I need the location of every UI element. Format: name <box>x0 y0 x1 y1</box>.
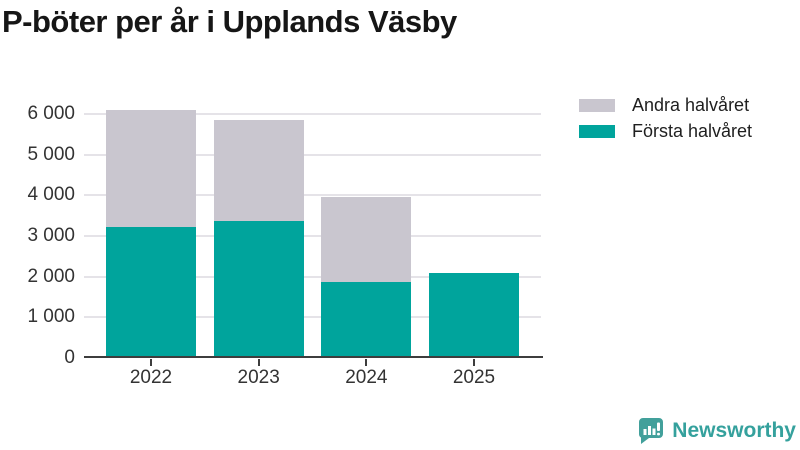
chart-legend: Andra halvåret Första halvåret <box>579 92 752 144</box>
legend-item-forsta-halvaret: Första halvåret <box>579 118 752 144</box>
y-tick-label-5000: 5 000 <box>27 143 75 165</box>
x-tick-mark-2023 <box>257 359 260 366</box>
x-tick-mark-2024 <box>365 359 368 366</box>
x-tick-label-2025: 2025 <box>452 367 496 388</box>
y-tick-label-1000: 1 000 <box>27 306 75 328</box>
legend-swatch-forsta <box>579 124 615 138</box>
bar-segment-2022 <box>106 226 196 358</box>
legend-swatch-andra <box>579 98 615 112</box>
newsworthy-wordmark: Newsworthy <box>672 418 796 442</box>
x-tick-label-2024: 2024 <box>345 367 388 388</box>
gridline-1000 <box>84 316 541 319</box>
bar-segment-2023 <box>213 120 304 221</box>
bar-segment-2024 <box>321 197 412 283</box>
bar-2024 <box>321 197 412 358</box>
legend-label-forsta: Första halvåret <box>632 120 753 141</box>
bar-segment-2025 <box>429 273 519 358</box>
y-tick-label-4000: 4 000 <box>27 184 75 206</box>
gridline-3000 <box>84 235 541 237</box>
bar-2023 <box>213 120 304 358</box>
y-tick-label-0: 0 <box>64 347 75 368</box>
gridline-6000 <box>84 113 541 115</box>
bar-segment-2024 <box>321 282 412 358</box>
gridline-4000 <box>84 194 541 197</box>
gridline-5000 <box>84 153 541 156</box>
page-title: P-böter per år i Upplands Väsby <box>2 4 457 39</box>
newsworthy-speech-bubble-chart-icon <box>639 418 664 444</box>
legend-item-andra-halvaret: Andra halvåret <box>579 92 752 118</box>
x-tick-mark-2025 <box>473 359 475 366</box>
bar-segment-2022 <box>106 109 196 227</box>
bar-2022 <box>106 109 196 358</box>
stacked-bar-plot: 0 1 000 2 000 3 000 4 000 5 000 6 000 2022 2023 2… <box>27 104 542 388</box>
gridline-2000 <box>84 275 541 278</box>
bar-2025 <box>429 273 519 358</box>
newsworthy-logo[interactable]: Newsworthy <box>638 417 796 444</box>
bar-segment-2023 <box>213 220 304 358</box>
x-tick-mark-2022 <box>150 359 152 366</box>
x-axis-line <box>84 356 543 358</box>
x-tick-label-2023: 2023 <box>237 367 280 388</box>
y-tick-label-6000: 6 000 <box>27 103 75 124</box>
legend-label-andra: Andra halvåret <box>632 94 750 115</box>
x-tick-label-2022: 2022 <box>129 367 173 388</box>
y-tick-label-2000: 2 000 <box>27 265 75 287</box>
y-tick-label-3000: 3 000 <box>27 225 75 246</box>
